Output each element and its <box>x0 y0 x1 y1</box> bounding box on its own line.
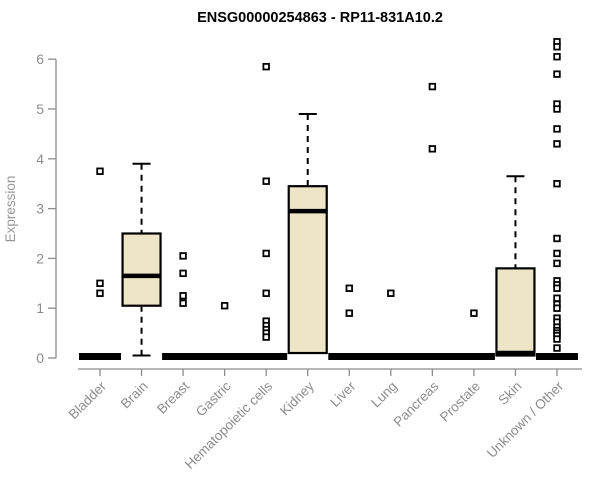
x-tick-label-unknown-other: Unknown / Other <box>484 378 567 461</box>
collapsed-box-prostate <box>452 353 495 360</box>
outlier-point <box>179 269 187 278</box>
outlier-point <box>387 289 395 297</box>
outlier-point <box>553 125 561 133</box>
outlier-point <box>96 289 104 297</box>
x-tick-label-pancreas: Pancreas <box>391 378 442 429</box>
outlier-point <box>345 284 353 292</box>
outlier-point <box>553 105 561 113</box>
outlier-point <box>553 53 561 61</box>
chart-title: ENSG00000254863 - RP11-831A10.2 <box>197 10 443 26</box>
outlier-point <box>553 284 561 292</box>
outlier-point <box>553 179 561 188</box>
outlier-point <box>553 70 561 78</box>
collapsed-box-hematopoietic-cells <box>245 353 288 360</box>
x-tick-label-bladder: Bladder <box>66 378 110 422</box>
outlier-point <box>428 145 437 153</box>
y-tick-label: 0 <box>36 350 44 366</box>
box-kidney <box>287 185 328 355</box>
outlier-point <box>553 259 561 268</box>
outlier-point <box>262 62 270 71</box>
x-tick-label-liver: Liver <box>327 378 359 410</box>
x-tick-label-brain: Brain <box>118 379 151 412</box>
outlier-point <box>553 294 561 302</box>
outlier-point <box>179 299 187 307</box>
y-tick-label: 3 <box>36 201 44 217</box>
collapsed-box-unknown-other <box>536 353 578 360</box>
y-tick-label: 6 <box>36 51 44 67</box>
collapsed-box-liver <box>328 353 371 360</box>
collapsed-box-gastric <box>203 353 246 360</box>
outlier-point <box>179 252 187 260</box>
y-tick-label: 1 <box>36 300 44 316</box>
collapsed-box-lung <box>369 353 412 360</box>
outlier-point <box>96 167 104 175</box>
outlier-point <box>179 292 187 300</box>
outlier-point <box>262 289 270 297</box>
outlier-point <box>553 140 561 148</box>
collapsed-box-pancreas <box>411 353 454 360</box>
outlier-point <box>96 279 104 287</box>
x-tick-label-skin: Skin <box>495 379 524 408</box>
outlier-point <box>553 249 561 258</box>
x-tick-label-kidney: Kidney <box>277 378 317 418</box>
outlier-point <box>428 82 437 91</box>
outlier-point <box>262 177 270 185</box>
y-tick-label: 4 <box>36 151 44 167</box>
outlier-point <box>345 309 353 317</box>
outlier-point <box>553 304 561 312</box>
y-tick-label: 5 <box>36 101 44 117</box>
collapsed-box-bladder <box>79 353 121 360</box>
outlier-point <box>470 309 478 317</box>
outlier-point <box>553 43 561 51</box>
box-skin <box>495 267 536 357</box>
outlier-point <box>262 249 270 258</box>
x-tick-label-gastric: Gastric <box>193 378 234 419</box>
x-tick-label-prostate: Prostate <box>437 379 483 425</box>
collapsed-box-breast <box>162 353 205 360</box>
x-tick-label-lung: Lung <box>368 379 400 411</box>
y-tick-label: 2 <box>36 250 44 266</box>
box-brain <box>121 232 162 307</box>
x-tick-label-breast: Breast <box>154 378 192 416</box>
outlier-point <box>553 344 561 352</box>
outlier-point <box>553 234 561 243</box>
outlier-point <box>553 335 561 343</box>
y-axis-label: Expression <box>3 176 18 243</box>
outlier-point <box>220 302 229 310</box>
outlier-point <box>262 333 270 341</box>
